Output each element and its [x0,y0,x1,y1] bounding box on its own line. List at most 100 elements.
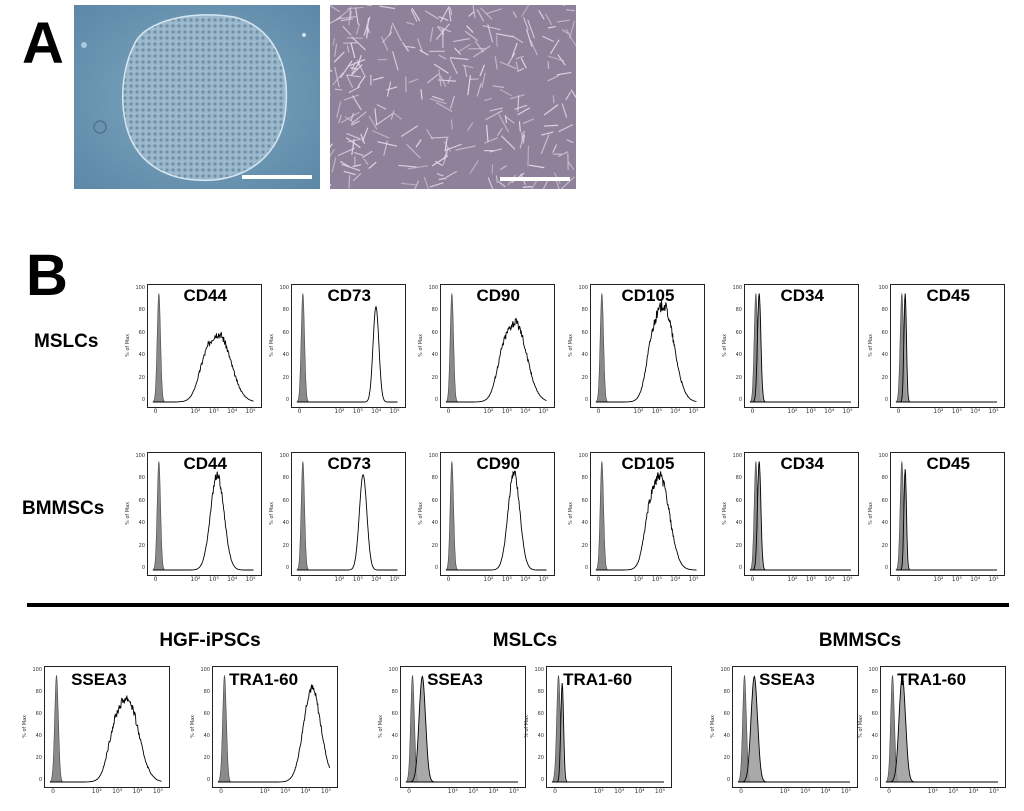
marker-label: CD45 [926,454,970,473]
x-tick-label: 10³ [805,408,816,415]
x-tick-label: 10⁴ [520,408,531,415]
panel-letter-a: A [22,11,64,76]
sample-histogram [596,300,697,403]
x-tick-label: 10⁴ [670,576,681,583]
sample-histogram [750,461,851,571]
y-tick-label: 60 [138,497,145,504]
histogram-bmmscs-cd73: 100 80 60 40 20 0 % of Max 0 10² 10³ 10⁴ 10⁵ CD73 [269,452,406,588]
x-tick-label: 0 [896,408,901,415]
marker-label: SSEA3 [427,670,483,689]
control-peak [445,461,472,571]
y-tick-label: 20 [581,374,588,381]
x-tick-label: 10² [933,576,944,583]
y-tick-label: 0 [141,565,145,571]
histogram-hgf-ipscs-ssea3: 100 80 60 40 20 0 % of Max 0 10² 10³ 10⁴ 10⁵ SSEA3 [22,666,170,800]
group-label-hgf-ipscs: HGF-iPSCs [159,630,261,651]
y-tick-label: 20 [431,374,438,381]
sample-histogram [896,293,997,403]
y-tick-label: 40 [581,352,588,359]
y-tick-label: 80 [735,307,742,314]
x-tick-label: 10³ [951,576,962,583]
y-tick-label: 80 [138,307,145,314]
y-tick-label: 60 [581,497,588,504]
y-tick-label: 20 [35,755,42,761]
y-tick-label: 0 [884,565,888,571]
sample-histogram [896,469,997,571]
y-tick-label: 20 [537,755,544,761]
x-tick-label: 10⁴ [970,408,981,415]
y-axis-label: % of Max [568,501,574,525]
y-tick-label: 40 [138,352,145,359]
y-axis-label: % of Max [710,714,716,738]
y-axis-label: % of Max [378,714,384,738]
x-tick-label: 0 [51,788,55,795]
x-tick-label: 10⁴ [820,788,831,795]
histogram-mslcs-cd90: 100 80 60 40 20 0 % of Max 0 10² 10³ 10⁴ 10⁵ CD90 [418,284,555,420]
y-tick-label: 100 [279,453,289,459]
sample-histogram [50,695,162,783]
y-tick-label: 20 [581,542,588,549]
marker-label: CD90 [476,286,520,305]
control-peak [595,293,622,403]
x-tick-label: 10³ [501,576,512,583]
histogram-bmmscs-cd44: 100 80 60 40 20 0 % of Max 0 10² 10³ 10⁴ 10⁵ CD44 [125,452,262,588]
marker-label: TRA1-60 [563,670,633,689]
y-tick-label: 60 [723,711,730,717]
sample-histogram [750,293,851,403]
y-axis-label: % of Max [418,501,424,525]
x-tick-label: 10⁵ [245,408,256,415]
x-tick-label: 10² [334,408,345,415]
y-axis-label: % of Max [858,714,864,738]
x-tick-label: 0 [596,408,601,415]
x-tick-label: 10² [334,576,345,583]
y-tick-label: 80 [138,475,145,482]
x-tick-label: 10² [787,576,798,583]
y-axis-label: % of Max [868,333,874,357]
x-tick-label: 10⁴ [132,788,143,795]
y-tick-label: 60 [431,497,438,504]
y-tick-label: 20 [282,374,289,381]
sample-histogram [596,470,697,571]
y-tick-label: 80 [581,307,588,314]
histogram-bmmscs-cd90: 100 80 60 40 20 0 % of Max 0 10² 10³ 10⁴ 10⁵ CD90 [418,452,555,588]
x-tick-label: 10⁵ [988,576,999,583]
y-tick-label: 20 [735,374,742,381]
x-tick-label: 10⁵ [842,408,853,415]
x-tick-label: 10⁵ [538,576,549,583]
x-tick-label: 10² [633,408,644,415]
y-tick-label: 100 [578,453,588,459]
y-tick-label: 100 [534,667,544,673]
plot-frame [890,452,1005,576]
histogram-mslcs-ssea3: 100 80 60 40 20 0 % of Max 0 10² 10³ 10⁴ 10⁵ SSEA3 [378,666,526,800]
x-tick-label: 10² [633,576,644,583]
y-tick-label: 0 [738,397,742,403]
x-tick-label: 10⁴ [371,576,382,583]
control-peak [895,293,922,403]
y-tick-label: 40 [881,520,888,527]
y-axis-label: % of Max [125,333,131,357]
marker-label: CD34 [780,454,824,473]
histogram-mslcs-cd73: 100 80 60 40 20 0 % of Max 0 10² 10³ 10⁴ 10⁵ CD73 [269,284,406,420]
y-tick-label: 0 [584,397,588,403]
x-tick-label: 10² [190,408,201,415]
y-axis-label: % of Max [125,501,131,525]
y-axis-label: % of Max [269,333,275,357]
scale-bar [242,175,312,179]
y-tick-label: 80 [881,475,888,482]
x-tick-label: 10³ [468,788,479,795]
histogram-mslcs-cd34: 100 80 60 40 20 0 % of Max 0 10² 10³ 10⁴ 10⁵ CD34 [722,284,859,420]
x-tick-label: 10⁵ [988,788,999,795]
y-axis-label: % of Max [269,501,275,525]
y-tick-label: 60 [203,711,210,717]
y-tick-label: 40 [431,520,438,527]
y-tick-label: 20 [723,755,730,761]
y-tick-label: 0 [884,397,888,403]
histogram-bmmscs-tra1-60: 100 80 60 40 20 0 % of Max 0 10² 10³ 10⁴ 10⁵ TRA1-60 [858,666,1006,800]
x-tick-label: 10² [91,788,102,795]
x-tick-label: 10³ [805,576,816,583]
y-axis-label: % of Max [524,714,530,738]
y-tick-label: 0 [434,397,438,403]
y-axis-label: % of Max [868,501,874,525]
plot-frame [546,666,672,788]
